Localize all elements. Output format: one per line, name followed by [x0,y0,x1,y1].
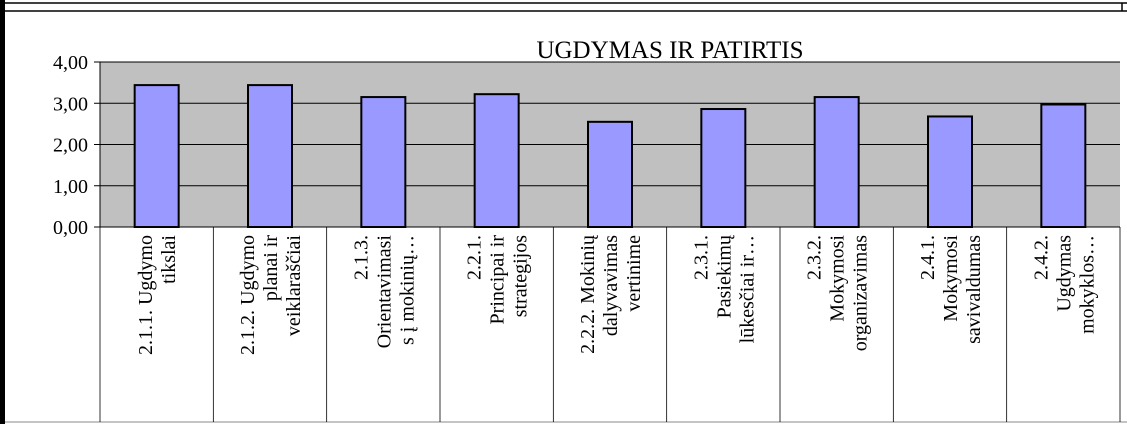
x-tick-label: 2.4.2. [1030,235,1052,280]
bar [813,96,860,228]
x-tick-label: 2.4.1. [917,235,939,280]
x-tick-label: 2.3.1. [690,235,712,280]
x-tick-label: 2.1.1. Ugdymo [135,235,157,355]
y-tick-label: 1,00 [53,176,88,198]
x-tick-label: 2.2.1. [464,235,486,280]
y-tick-label: 3,00 [53,93,88,115]
left-border [0,0,5,424]
y-tick-label: 4,00 [53,52,88,74]
x-tick-label: vertinime [623,235,645,312]
x-tick-label: Orientavimasi [373,235,395,349]
x-tick-label: Ugdymas [1053,235,1075,312]
bar [473,93,520,228]
bar [700,108,747,228]
y-tick-label: 0,00 [53,217,88,239]
x-tick-label: strategijos [510,235,532,317]
bar [1040,103,1087,228]
chart-title: UGDYMAS IR PATIRTIS [536,37,803,64]
x-tick-label: Principai ir [487,235,509,325]
x-tick-label: mokyklos… [1076,235,1098,334]
bar [133,84,180,228]
x-tick-label: 2.1.3. [350,235,372,280]
bar [587,120,633,228]
x-tick-label: s į mokinių… [396,235,418,345]
x-tick-label: lūkesčiai ir… [736,235,758,343]
x-tick-label: planai ir [260,235,282,301]
bar [360,96,407,228]
x-tick-label: 2.2.2. Mokinių [577,234,599,354]
x-tick-label: Mokymosi [827,235,849,322]
y-tick-label: 2,00 [53,135,88,157]
x-tick-label: veiklaraščiai [283,235,305,336]
x-tick-label: organizavimas [850,235,872,351]
x-tick-label: tikslai [158,235,180,284]
x-tick-label: Mokymosi [940,235,962,322]
x-tick-label: 2.3.2. [804,235,826,280]
x-tick-label: dalyvavimas [600,235,622,336]
x-tick-label: savivaldumas [963,235,985,344]
bar [927,115,973,228]
bar [247,84,293,228]
x-tick-label: 2.1.2. Ugdymo [237,235,259,355]
x-tick-label: Pasiekimų [713,234,735,318]
